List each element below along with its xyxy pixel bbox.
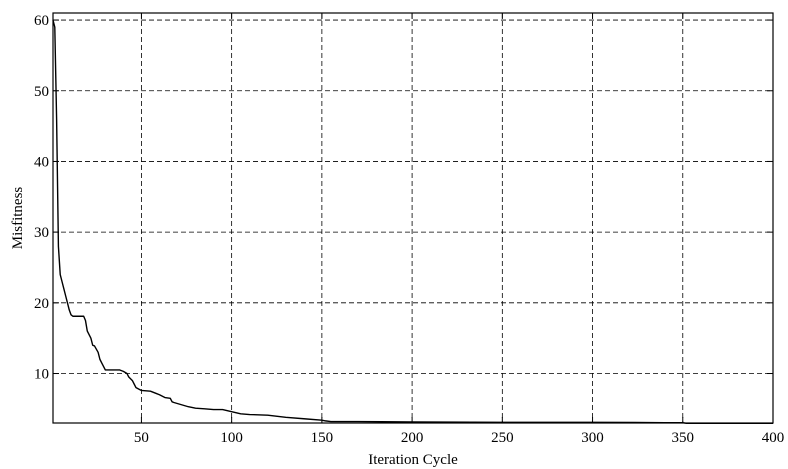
plot-frame (52, 12, 774, 424)
y-tick-labels: 10 20 30 40 50 60 (34, 13, 49, 382)
y-tick-label: 40 (34, 154, 49, 170)
x-tick-label: 150 (311, 430, 334, 446)
x-tick-labels: 50 100 150 200 250 300 350 400 (134, 430, 784, 446)
x-tick-label: 100 (220, 430, 243, 446)
x-tick-label: 350 (672, 430, 695, 446)
y-axis-label: Misfitness (10, 187, 26, 250)
x-tick-label: 50 (134, 430, 149, 446)
x-tick-label: 200 (401, 430, 424, 446)
grid-lines (53, 13, 774, 423)
y-tick-label: 50 (34, 84, 49, 100)
y-tick-label: 10 (34, 367, 49, 383)
y-tick-label: 60 (34, 13, 49, 29)
tick-marks (53, 13, 774, 423)
series-layer (52, 19, 773, 425)
y-tick-label: 30 (34, 225, 49, 241)
misfitness-series-line (52, 19, 773, 425)
y-tick-label: 20 (34, 296, 49, 312)
x-axis-label: Iteration Cycle (368, 452, 458, 468)
x-tick-label: 300 (581, 430, 604, 446)
x-tick-label: 250 (491, 430, 514, 446)
x-tick-label: 400 (762, 430, 785, 446)
